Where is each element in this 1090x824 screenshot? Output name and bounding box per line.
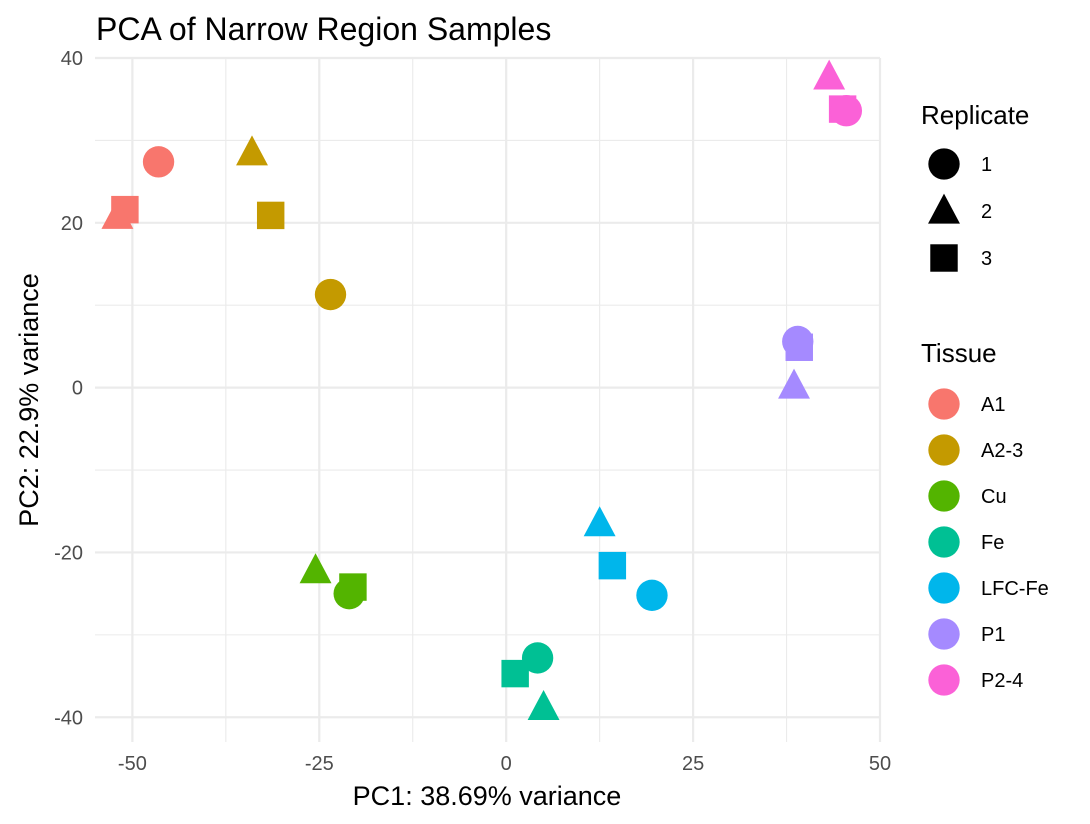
replicate-legend-key [930, 244, 958, 272]
data-point [598, 551, 627, 580]
tissue-legend-key [928, 664, 960, 696]
data-point [583, 506, 616, 537]
replicate-legend-label: 2 [981, 201, 992, 223]
tissue-legend: Tissue A1 A2-3 Cu Fe LFC-Fe P1 P2-4 [921, 338, 1049, 696]
data-point [142, 146, 175, 178]
chart-title: PCA of Narrow Region Samples [96, 11, 551, 47]
data-point [813, 59, 846, 90]
x-tick-label: -25 [305, 753, 334, 775]
data-point [778, 368, 810, 399]
data-point [333, 577, 365, 610]
data-point [101, 198, 134, 229]
replicate-legend-title: Replicate [921, 100, 1029, 130]
x-tick-label: -50 [118, 753, 147, 775]
data-point [236, 135, 268, 166]
tissue-legend-label: A2-3 [981, 440, 1023, 462]
data-points [101, 59, 863, 720]
tissue-legend-label: Fe [981, 532, 1004, 554]
y-axis-title: PC2: 22.9% variance [14, 273, 44, 527]
tissue-legend-key [928, 526, 960, 558]
replicate-legend-key [928, 193, 960, 224]
replicate-legend: Replicate 1 2 3 [921, 100, 1029, 272]
replicate-legend-key [928, 148, 960, 180]
x-tick-label: 0 [501, 753, 512, 775]
data-point [299, 553, 332, 584]
data-point [636, 579, 668, 611]
data-point [782, 325, 814, 358]
y-tick-label: 40 [61, 48, 83, 70]
x-axis-title: PC1: 38.69% variance [353, 781, 622, 811]
y-tick-label: -20 [54, 542, 83, 564]
data-point [830, 95, 863, 127]
y-tick-label: 0 [72, 378, 83, 400]
data-point [314, 278, 347, 311]
tissue-legend-title: Tissue [921, 338, 997, 368]
data-point [527, 690, 560, 720]
tissue-legend-key [928, 618, 960, 650]
data-point [521, 642, 554, 674]
tissue-legend-key [928, 434, 960, 466]
tissue-legend-label: P2-4 [981, 670, 1023, 692]
replicate-legend-label: 3 [981, 248, 992, 270]
x-axis-ticks: -50 -25 0 25 50 [118, 753, 891, 775]
grid [95, 56, 882, 742]
tissue-legend-label: Cu [981, 486, 1007, 508]
tissue-legend-label: A1 [981, 394, 1005, 416]
tissue-legend-key [928, 480, 960, 512]
data-point [256, 201, 285, 230]
tissue-legend-key [928, 388, 960, 420]
tissue-legend-label: P1 [981, 624, 1005, 646]
x-tick-label: 50 [869, 753, 891, 775]
tissue-legend-key [928, 572, 960, 604]
x-tick-label: 25 [682, 753, 704, 775]
y-axis-ticks: -40 -20 0 20 40 [54, 48, 83, 729]
replicate-legend-label: 1 [981, 154, 992, 176]
y-tick-label: 20 [61, 213, 83, 235]
y-tick-label: -40 [54, 707, 83, 729]
tissue-legend-label: LFC-Fe [981, 578, 1049, 600]
